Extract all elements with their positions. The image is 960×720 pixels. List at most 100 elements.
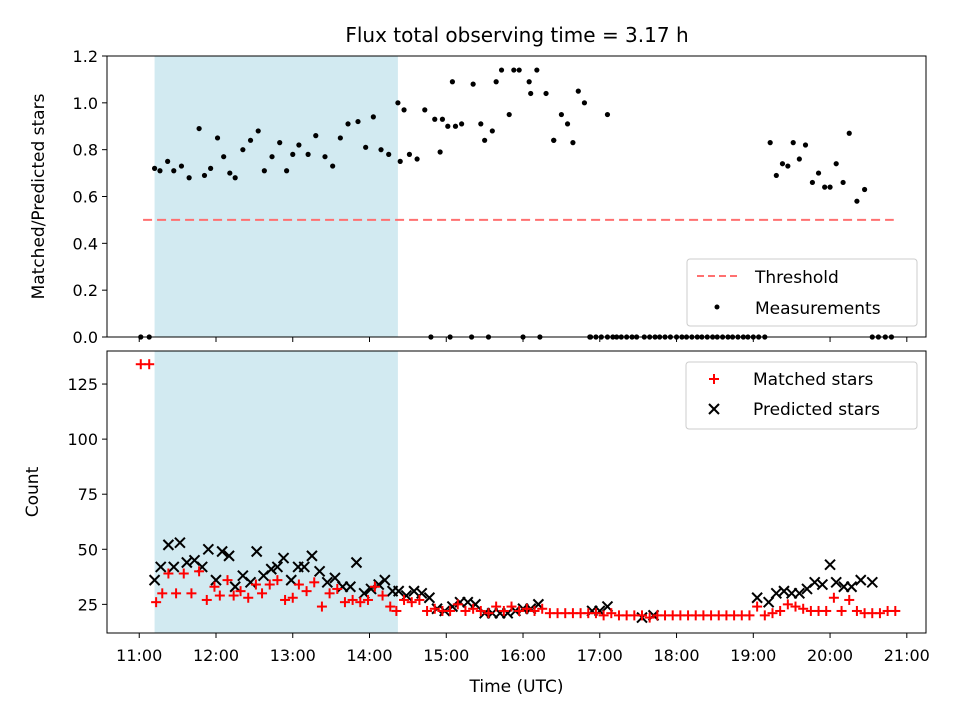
matched-point <box>272 575 283 586</box>
predicted-point <box>350 556 363 569</box>
measurement-point <box>208 165 214 171</box>
measurement-point <box>395 100 401 106</box>
measurement-point <box>445 123 451 129</box>
top-shaded-span <box>154 56 398 337</box>
cross-stroke <box>751 592 763 604</box>
measurement-point <box>449 79 456 85</box>
measurement-point <box>305 151 311 157</box>
cross-stroke <box>845 581 858 593</box>
cross-stroke <box>866 576 878 589</box>
cross-stroke <box>168 561 180 573</box>
matched-point <box>452 599 463 610</box>
predicted-point <box>148 574 161 586</box>
top-y-tick-label: 0.2 <box>73 281 98 300</box>
predicted-point <box>162 539 175 551</box>
measurement-point <box>511 67 517 73</box>
measurement-point <box>861 186 868 193</box>
cross-stroke <box>155 561 167 573</box>
predicted-point <box>223 550 235 562</box>
cross-stroke <box>298 561 310 573</box>
matched-point <box>157 588 168 599</box>
predicted-point <box>202 543 215 555</box>
matched-point <box>144 359 155 370</box>
measurement-point <box>575 88 581 94</box>
cross-stroke <box>210 574 222 586</box>
matched-point <box>636 610 647 621</box>
measurement-point <box>414 156 420 162</box>
matched-point <box>521 603 532 614</box>
measurement-point <box>439 116 446 122</box>
predicted-point <box>321 576 334 589</box>
predicted-point <box>229 581 241 593</box>
matched-point <box>514 605 525 616</box>
cross-stroke <box>358 587 370 600</box>
cross-stroke <box>344 581 357 593</box>
measurement-point <box>313 133 319 139</box>
measurement-point <box>773 172 779 179</box>
cross-stroke <box>237 570 249 582</box>
measurement-point <box>581 100 588 106</box>
top-legend: Threshold Measurements <box>686 258 918 327</box>
measurement-point <box>406 151 413 157</box>
predicted-point <box>244 576 257 589</box>
top-x-ticks <box>138 337 908 342</box>
matched-point <box>836 605 847 616</box>
top-y-tick-label: 1.2 <box>73 47 98 66</box>
measurement-point <box>171 168 177 174</box>
matched-point <box>163 568 174 579</box>
cross-stroke <box>229 581 241 593</box>
matched-point <box>782 599 793 610</box>
cross-stroke <box>250 545 263 558</box>
matched-point <box>324 588 335 599</box>
matched-point <box>506 601 517 612</box>
measurement-point <box>201 172 208 179</box>
predicted-point <box>174 536 186 549</box>
matched-point <box>821 605 832 616</box>
legend-predicted-label: Predicted stars <box>753 400 880 420</box>
matched-point <box>399 594 410 605</box>
predicted-point <box>210 574 222 586</box>
cross-stroke <box>202 543 215 555</box>
measurement-point <box>802 142 809 148</box>
measurement-point <box>604 111 611 118</box>
cross-stroke <box>148 574 161 586</box>
matched-point <box>235 586 246 597</box>
legend-matched-swatch <box>709 374 719 384</box>
legend-threshold-label: Threshold <box>754 268 839 288</box>
measurement-point <box>401 107 407 113</box>
measurement-point <box>489 128 495 134</box>
matched-point <box>135 359 146 370</box>
cross-stroke <box>708 403 720 415</box>
predicted-point <box>155 561 167 573</box>
measurement-point <box>498 67 505 73</box>
matched-point <box>468 603 479 614</box>
bottom-y-tick-label: 75 <box>78 485 98 504</box>
matched-point <box>890 605 901 616</box>
measurement-point <box>551 137 557 143</box>
predicted-point <box>265 563 277 575</box>
matched-point <box>243 592 254 603</box>
matched-point <box>301 586 312 597</box>
predicted-point <box>298 561 310 573</box>
measurement-point <box>370 114 376 120</box>
x-tick-label: 18:00 <box>653 646 699 665</box>
matched-point <box>214 590 225 601</box>
matched-point <box>874 608 885 619</box>
measurement-point <box>470 81 476 87</box>
predicted-point <box>469 598 482 611</box>
measurement-point <box>790 140 796 146</box>
matched-point <box>264 579 275 590</box>
cross-stroke <box>824 558 836 571</box>
cross-stroke <box>271 561 284 573</box>
bottom-panel-frame <box>106 350 927 634</box>
predicted-point <box>415 587 428 600</box>
bottom-y-tick-label: 25 <box>78 595 98 614</box>
matched-point <box>369 581 380 592</box>
predicted-point <box>250 545 263 558</box>
measurement-point <box>330 163 336 169</box>
measurement-point <box>322 154 328 160</box>
cross-stroke <box>265 563 277 575</box>
measurement-point <box>827 184 833 190</box>
measurement-point <box>809 179 815 186</box>
